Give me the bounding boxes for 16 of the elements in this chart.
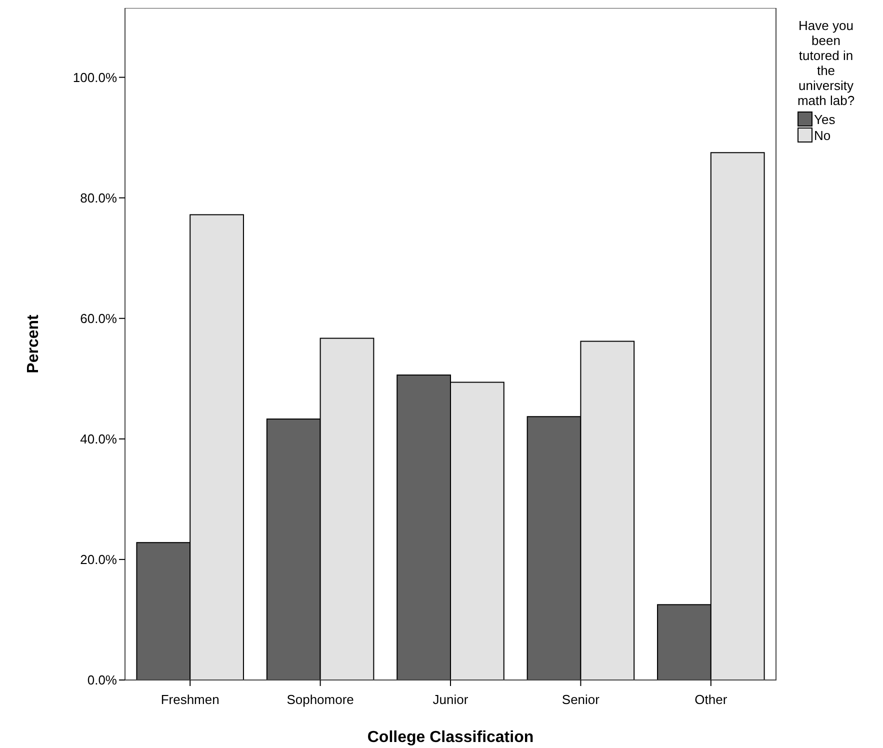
x-tick-label: Freshmen — [160, 692, 220, 707]
x-tick-label: Sophomore — [286, 692, 354, 707]
y-tick-label: 100.0% — [72, 70, 118, 85]
x-tick-label: Senior — [562, 692, 600, 707]
legend-label: Yes — [814, 112, 836, 127]
y-tick-label: 0.0% — [87, 672, 118, 688]
y-tick-label: 40.0% — [80, 431, 118, 446]
y-tick-label: 80.0% — [80, 190, 118, 206]
x-tick-label: Junior — [432, 692, 469, 707]
x-tick-label: Other — [694, 692, 728, 707]
x-axis-title: College Classification — [367, 729, 534, 746]
y-axis-title: Percent — [25, 314, 42, 374]
legend-title: Have you been tutored in the university math lab? — [797, 18, 855, 108]
legend-label: No — [814, 128, 831, 143]
y-tick-label: 20.0% — [80, 552, 118, 568]
y-tick-label: 60.0% — [80, 310, 118, 326]
